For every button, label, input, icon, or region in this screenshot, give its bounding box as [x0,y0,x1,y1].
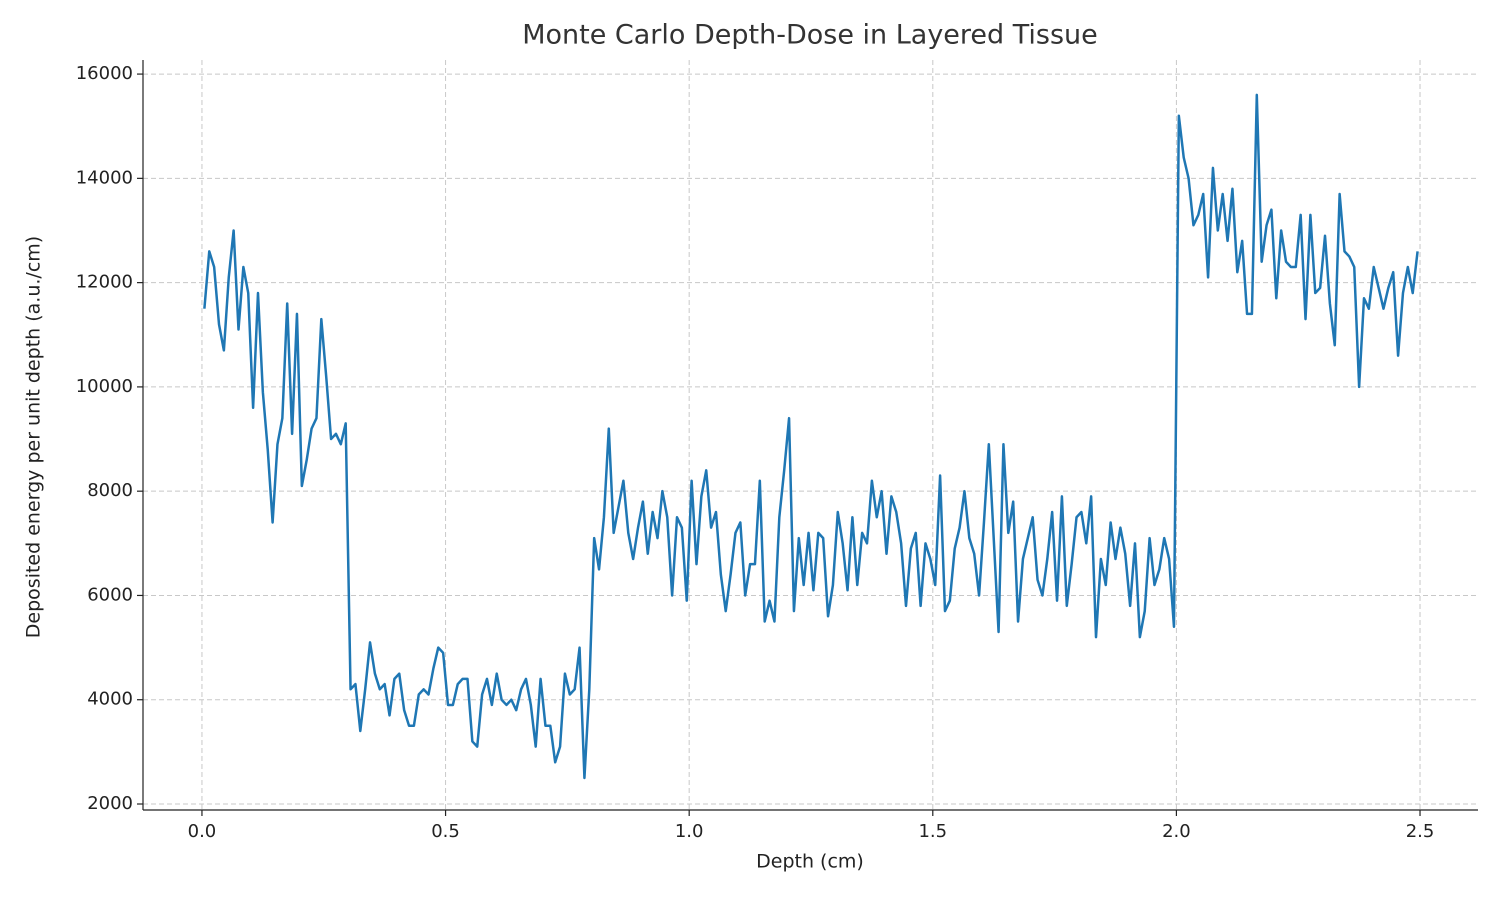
y-tick-label: 4000 [87,689,133,710]
y-axis-label: Deposited energy per unit depth (a.u./cm… [23,236,45,638]
y-tick-label: 16000 [76,63,133,84]
y-tick-label: 6000 [87,584,133,605]
y-tick-label: 10000 [76,376,133,397]
y-tick-label: 8000 [87,480,133,501]
x-tick-label: 1.5 [918,821,947,842]
y-tick-label: 12000 [76,272,133,293]
chart-title: Monte Carlo Depth-Dose in Layered Tissue [522,20,1098,51]
x-tick-label: 2.0 [1162,821,1191,842]
data-line [203,93,1419,780]
x-tick-label: 0.0 [188,821,217,842]
y-tick-label: 14000 [76,167,133,188]
x-tick-label: 2.5 [1406,821,1435,842]
x-axis-label: Depth (cm) [756,851,864,873]
x-tick-label: 0.5 [431,821,460,842]
y-tick-label: 2000 [87,793,133,814]
x-tick-label: 1.0 [675,821,704,842]
